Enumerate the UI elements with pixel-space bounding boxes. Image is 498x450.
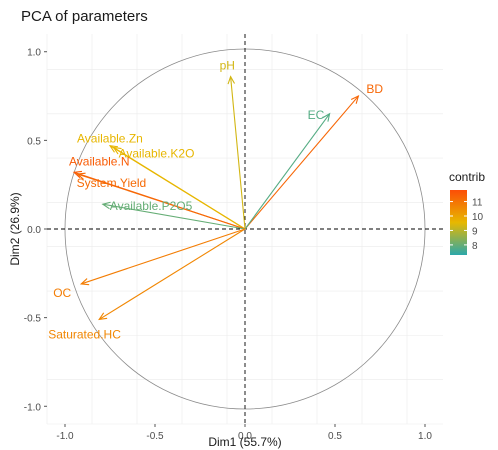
arrow-oc <box>81 228 246 285</box>
arrowhead <box>112 146 122 155</box>
variable-label: Available.Zn <box>77 132 143 146</box>
y-tick-label: 0.5 <box>27 136 41 147</box>
chart-title: PCA of parameters <box>21 8 148 25</box>
y-tick-label: 0.0 <box>27 225 41 236</box>
variable-label: Available.P2O5 <box>110 199 193 213</box>
arrowhead <box>101 201 111 210</box>
variable-label: Available.K2O <box>119 146 195 160</box>
legend-tick-label: 9 <box>472 226 478 237</box>
y-tick-label: -0.5 <box>24 314 42 325</box>
variable-label: pH <box>220 59 235 73</box>
variable-label: EC <box>308 108 325 122</box>
arrowhead <box>79 278 90 286</box>
x-tick-label: 0.5 <box>328 431 342 442</box>
arrowhead <box>227 75 236 85</box>
x-tick-label: -0.5 <box>146 431 164 442</box>
legend-title: contrib <box>449 170 485 184</box>
arrow-system-yield <box>77 173 246 230</box>
arrow-available-k2o <box>113 146 246 230</box>
arrow-bd <box>244 95 359 230</box>
arrowhead <box>350 95 360 104</box>
arrowhead <box>76 172 86 180</box>
arrow-saturated-hc <box>98 228 246 320</box>
arrowhead <box>72 170 83 179</box>
x-axis-label: Dim1 (55.7%) <box>208 435 281 449</box>
variable-label: BD <box>366 82 383 96</box>
arrow-ec <box>244 113 331 230</box>
x-tick-label: 1.0 <box>418 431 432 442</box>
y-tick-label: -1.0 <box>24 402 42 413</box>
variable-label: OC <box>53 286 71 300</box>
legend-tick-label: 11 <box>472 198 483 209</box>
arrowhead <box>108 144 119 153</box>
variable-label: Saturated.HC <box>48 327 121 341</box>
y-tick-label: 1.0 <box>27 48 41 59</box>
variable-label: System.Yield <box>77 176 147 190</box>
legend-tick-label: 10 <box>472 212 484 223</box>
legend-colorbar <box>450 190 467 255</box>
variable-label: Available.N <box>69 154 129 168</box>
x-tick-label: 0.0 <box>238 431 252 442</box>
arrow-ph <box>230 76 246 230</box>
y-axis-label: Dim2 (26.9%) <box>8 192 22 265</box>
arrowhead <box>98 312 108 321</box>
legend: contrib 8 9 10 11 <box>449 170 485 255</box>
legend-tick-label: 8 <box>472 241 478 252</box>
arrowhead <box>322 112 331 122</box>
x-tick-label: -1.0 <box>56 431 74 442</box>
arrow-available-p2o5 <box>102 203 246 230</box>
